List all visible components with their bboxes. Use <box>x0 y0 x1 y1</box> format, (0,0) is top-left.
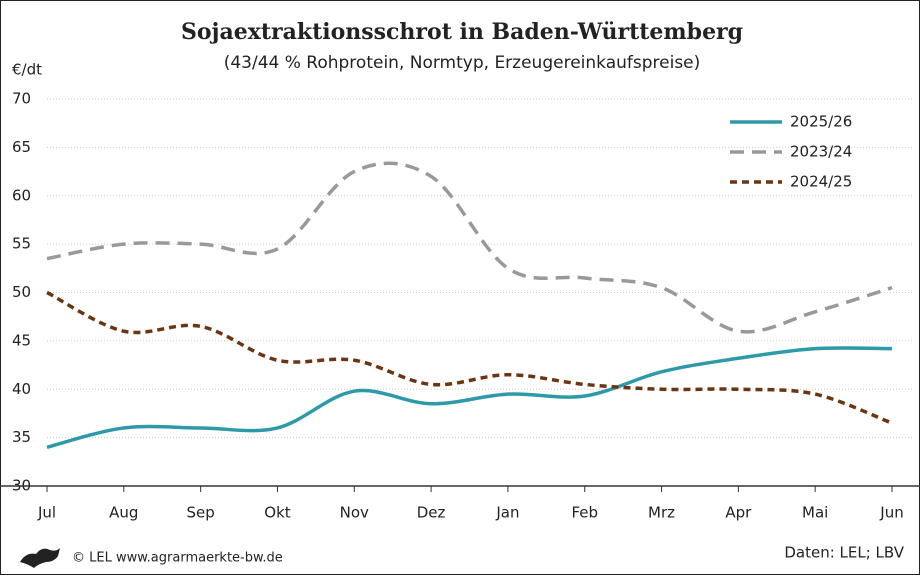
x-tick-label: Nov <box>340 504 369 522</box>
x-tick-label: Jun <box>879 504 903 522</box>
x-tick-label: Sep <box>186 504 214 522</box>
y-tick-label: 50 <box>12 283 31 301</box>
y-axis-label: €/dt <box>12 61 42 79</box>
source-left: © LEL www.agrarmaerkte-bw.de <box>72 551 283 566</box>
x-tick-label: Aug <box>109 504 138 522</box>
y-tick-label: 45 <box>12 331 31 349</box>
data-line <box>46 346 893 449</box>
y-tick-label: 55 <box>12 235 31 253</box>
chart-title: Sojaextraktionsschrot in Baden-Württembe… <box>181 19 743 45</box>
chart-subtitle: (43/44 % Rohprotein, Normtyp, Erzeugerei… <box>224 53 701 73</box>
x-tick-label: Okt <box>264 504 290 522</box>
x-tick-label: Mai <box>802 504 828 522</box>
x-tick-label: Jan <box>495 504 519 522</box>
x-tick-label: Jul <box>37 504 56 522</box>
x-tick-label: Mrz <box>648 504 675 522</box>
legend-label: 2023/24 <box>790 143 852 161</box>
legend-label: 2024/25 <box>790 173 852 191</box>
y-tick-label: 70 <box>12 90 31 108</box>
y-tick-label: 60 <box>12 186 31 204</box>
data-line <box>46 161 893 334</box>
legend-label: 2025/26 <box>790 113 852 131</box>
source-right: Daten: LEL; LBV <box>784 544 904 562</box>
y-tick-label: 65 <box>12 138 31 156</box>
data-line <box>46 290 893 425</box>
y-tick-label: 40 <box>12 380 31 398</box>
x-tick-label: Feb <box>571 504 598 522</box>
y-tick-label: 35 <box>12 428 31 446</box>
logo <box>20 548 60 568</box>
x-tick-label: Apr <box>725 504 752 522</box>
x-tick-label: Dez <box>417 504 446 522</box>
